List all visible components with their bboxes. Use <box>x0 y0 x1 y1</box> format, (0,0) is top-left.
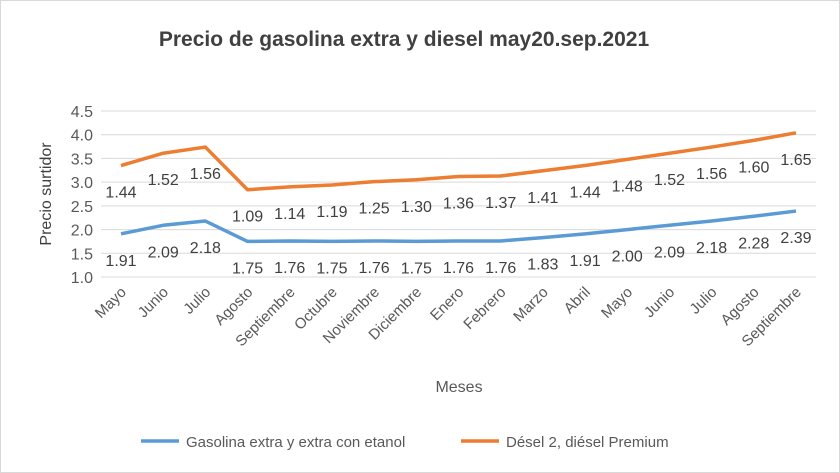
data-label: 1.76 <box>443 260 474 277</box>
data-label: 1.41 <box>527 190 558 207</box>
x-axis-label: Meses <box>435 379 482 396</box>
data-label: 2.28 <box>738 235 769 252</box>
data-label: 1.60 <box>738 159 769 176</box>
data-label: 1.52 <box>148 172 179 189</box>
data-label: 2.09 <box>148 244 179 261</box>
data-label: 1.52 <box>654 172 685 189</box>
x-tick-label: Enero <box>427 284 467 324</box>
data-label: 1.56 <box>696 166 727 183</box>
x-tick-label: Junio <box>135 284 172 321</box>
data-label: 1.75 <box>401 260 432 277</box>
data-label: 1.76 <box>485 260 516 277</box>
data-label: 1.91 <box>105 253 136 270</box>
y-tick-label: 2.0 <box>71 223 93 240</box>
data-label: 1.76 <box>359 260 390 277</box>
data-label: 1.65 <box>780 152 811 169</box>
x-tick-label: Marzo <box>510 284 551 325</box>
chart-title: Precio de gasolina extra y diesel may20.… <box>159 28 650 51</box>
y-tick-label: 2.5 <box>71 199 93 216</box>
data-label: 1.14 <box>274 206 305 223</box>
data-label: 1.75 <box>232 260 263 277</box>
y-tick-label: 3.5 <box>71 151 93 168</box>
data-label: 1.30 <box>401 199 432 216</box>
y-tick-label: 3.0 <box>71 175 93 192</box>
x-tick-label: Mayo <box>92 284 130 322</box>
data-label: 1.56 <box>190 166 221 183</box>
x-tick-label: Abril <box>561 284 594 317</box>
data-label: 1.09 <box>232 209 263 226</box>
data-label: 2.09 <box>654 244 685 261</box>
x-tick-label: Mayo <box>598 284 636 322</box>
x-tick-label: Julio <box>180 284 214 318</box>
series-line-1 <box>120 131 797 192</box>
data-label: 2.18 <box>190 240 221 257</box>
legend-label: Gasolina extra y extra con etanol <box>186 434 405 451</box>
y-tick-label: 4.0 <box>71 128 93 145</box>
data-label: 1.36 <box>443 195 474 212</box>
y-tick-label: 4.5 <box>71 104 93 121</box>
data-label: 1.83 <box>527 257 558 274</box>
data-label: 1.48 <box>612 178 643 195</box>
data-label: 1.44 <box>569 185 600 202</box>
data-label: 1.91 <box>569 253 600 270</box>
data-label: 1.75 <box>316 260 347 277</box>
x-tick-label: Febrero <box>460 284 509 333</box>
x-tick-label: Julio <box>687 284 721 318</box>
data-label: 1.25 <box>359 201 390 218</box>
data-label: 1.37 <box>485 195 516 212</box>
x-tick-label: Junio <box>641 284 678 321</box>
data-label: 1.44 <box>105 185 136 202</box>
y-tick-label: 1.5 <box>71 246 93 263</box>
y-axis-label: Precio surtidor <box>38 142 55 246</box>
data-label: 1.76 <box>274 260 305 277</box>
data-label: 2.39 <box>780 230 811 247</box>
data-label: 2.00 <box>612 249 643 266</box>
data-label: 2.18 <box>696 240 727 257</box>
legend-label: Désel 2, diésel Premium <box>506 434 669 451</box>
y-tick-label: 1.0 <box>71 270 93 287</box>
data-label: 1.19 <box>316 204 347 221</box>
series-line-0 <box>120 209 797 244</box>
